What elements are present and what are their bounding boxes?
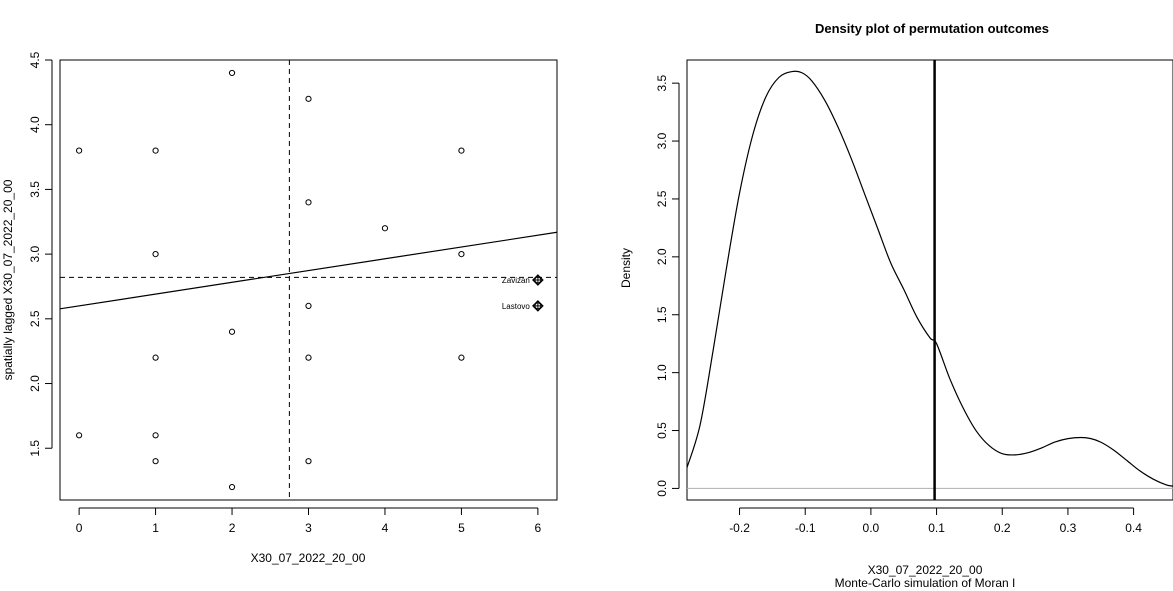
scatter-y-tick-label: 2.5 (28, 310, 42, 327)
scatter-y-tick-label: 4.5 (28, 51, 42, 68)
scatter-point (152, 432, 159, 439)
density-x-tick-label: 0.0 (863, 521, 880, 535)
density-y-tick-label: 0.0 (655, 480, 669, 497)
density-y-tick-label: 2.0 (655, 248, 669, 265)
density-y-tick-label: 1.0 (655, 364, 669, 381)
scatter-y-tick-label: 2.0 (28, 375, 42, 392)
scatter-point (458, 251, 465, 258)
scatter-point (458, 354, 465, 361)
scatter-x-ticks: 0 1 2 3 4 5 6 (76, 507, 542, 535)
scatter-x-tick-label: 5 (458, 521, 465, 535)
scatter-y-axis-label: spatially lagged X30_07_2022_20_00 (1, 179, 15, 380)
scatter-y-tick-label: 3.0 (28, 245, 42, 262)
scatter-point (305, 302, 312, 309)
scatter-point (305, 95, 312, 102)
density-plot-title: Density plot of permutation outcomes (815, 21, 1049, 36)
density-y-tick-label: 3.5 (655, 74, 669, 91)
density-x-tick-label: 0.1 (928, 521, 945, 535)
density-x-tick-label: -0.1 (795, 521, 816, 535)
scatter-y-ticks: 1.5 2.0 2.5 3.0 3.5 4.0 4.5 (28, 51, 53, 457)
density-plot-frame (686, 59, 1173, 501)
scatter-point (152, 251, 159, 258)
scatter-point (458, 147, 465, 154)
density-x-tick-label: -0.2 (729, 521, 750, 535)
density-y-tick-label: 3.0 (655, 132, 669, 149)
scatter-y-tick-label: 4.0 (28, 116, 42, 133)
influential-point-label: Zavizan (502, 276, 530, 285)
density-y-ticks: 0.0 0.5 1.0 1.5 2.0 2.5 3.0 3.5 (655, 74, 680, 497)
density-x-tick-label: 0.3 (1060, 521, 1077, 535)
scatter-point (76, 147, 83, 154)
density-y-tick-label: 0.5 (655, 422, 669, 439)
moran-scatterplot: 0 1 2 3 4 5 6 1.5 2.0 2.5 3.0 3.5 4.0 4.5 Zavizan Las… (1, 51, 558, 565)
density-x-axis-label: X30_07_2022_20_00 (868, 563, 983, 577)
density-y-tick-label: 2.5 (655, 190, 669, 207)
scatter-point (305, 199, 312, 206)
scatter-x-tick-label: 6 (535, 521, 542, 535)
density-curve (686, 70, 1173, 487)
regression-line (59, 231, 558, 310)
scatter-point (152, 147, 159, 154)
scatter-point (228, 69, 236, 77)
scatter-points: Zavizan Lastovo (76, 69, 544, 491)
scatter-plot-frame (59, 59, 558, 501)
influential-point-label: Lastovo (502, 302, 531, 311)
density-y-axis-label: Density (619, 248, 633, 288)
scatter-x-axis-label: X30_07_2022_20_00 (251, 551, 366, 565)
density-y-tick-label: 1.5 (655, 306, 669, 323)
density-x-ticks: -0.2 -0.1 0.0 0.1 0.2 0.3 0.4 (729, 507, 1142, 535)
scatter-x-tick-label: 2 (229, 521, 236, 535)
scatter-reference-lines (59, 60, 558, 500)
scatter-point (381, 225, 389, 232)
scatter-point (152, 458, 159, 465)
scatter-point (152, 354, 159, 361)
scatter-x-tick-label: 3 (305, 521, 312, 535)
scatter-y-tick-label: 1.5 (28, 440, 42, 457)
scatter-x-tick-label: 0 (76, 521, 83, 535)
scatter-x-tick-label: 4 (382, 521, 389, 535)
scatter-point (305, 354, 312, 361)
density-reference-lines (686, 60, 1173, 500)
scatter-x-tick-label: 1 (152, 521, 159, 535)
scatter-point (228, 328, 236, 335)
density-x-tick-label: 0.2 (994, 521, 1011, 535)
scatter-point (76, 432, 83, 439)
density-x-tick-label: 0.4 (1125, 521, 1142, 535)
density-plot: Density plot of permutation outcomes -0.… (619, 21, 1173, 590)
scatter-point (228, 483, 236, 491)
scatter-point (305, 458, 312, 465)
density-subtitle: Monte-Carlo simulation of Moran I (835, 576, 1016, 590)
scatter-y-tick-label: 3.5 (28, 181, 42, 198)
